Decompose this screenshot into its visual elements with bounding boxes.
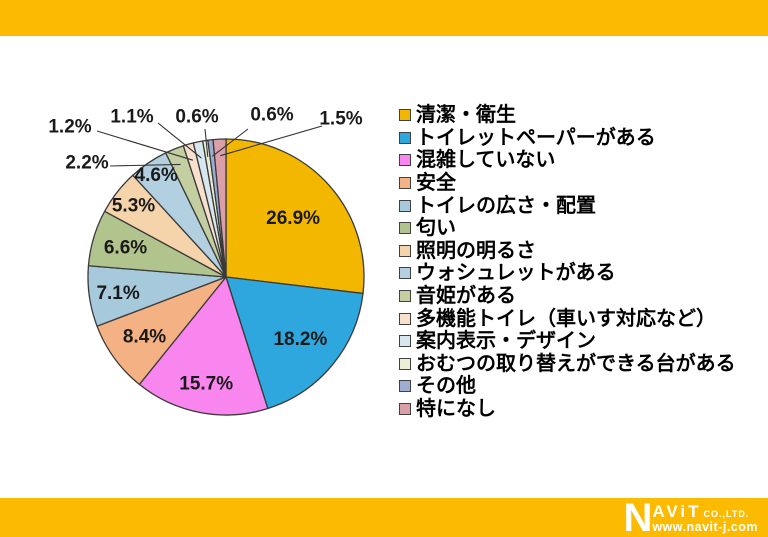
legend-item: おむつの取り替えができる台がある — [399, 353, 736, 376]
legend-label: 案内表示・デザイン — [416, 330, 596, 353]
label-leader-line — [220, 125, 323, 157]
pie-percent-label: 6.6% — [104, 238, 147, 259]
pie-chart-svg: 26.9% 18.2% 15.7% 8.4% 7.1% 6.6% 5.3% 4.6% 2.2% 1… — [48, 105, 365, 416]
pie-slice — [212, 138, 227, 278]
legend-swatch — [399, 199, 411, 212]
legend-swatch — [399, 244, 411, 257]
legend-swatch — [399, 131, 411, 144]
pie-percent-label: 4.6% — [135, 165, 178, 186]
logo-avit-text: AViT — [652, 501, 702, 521]
legend-item: 匂い — [399, 217, 736, 240]
pie-slice — [138, 276, 269, 416]
legend-item: 安全 — [399, 172, 736, 195]
pie-percent-label: 8.4% — [123, 327, 166, 348]
top-accent-band — [0, 0, 768, 36]
pie-slice — [225, 276, 364, 410]
legend-item: ウォシュレットがある — [399, 262, 736, 285]
label-leader-line — [204, 128, 209, 157]
legend-item: 多機能トイレ（車いす対応など） — [399, 307, 736, 330]
legend-swatch — [399, 109, 411, 122]
legend-swatch — [399, 154, 411, 167]
legend-item: 案内表示・デザイン — [399, 330, 736, 353]
pie-percent-label: 18.2% — [273, 329, 327, 350]
label-leader-line — [211, 128, 249, 157]
legend-item: 清潔・衛生 — [399, 104, 736, 127]
pie-percent-label: 1.5% — [319, 109, 362, 130]
legend-label: おむつの取り替えができる台がある — [416, 352, 736, 375]
legend-item: 混雑していない — [399, 149, 736, 172]
legend-swatch — [399, 335, 411, 348]
legend-swatch — [399, 290, 411, 303]
label-leader-line — [109, 163, 181, 167]
legend-item: トイレットペーパーがある — [399, 127, 736, 150]
logo-co-ltd-text: CO.,LTD. — [703, 508, 750, 519]
logo-text-block: AViT CO.,LTD. www.navit-j.com — [652, 503, 758, 534]
legend-label: 混雑していない — [416, 149, 556, 172]
legend-label: トイレの広さ・配置 — [416, 194, 596, 217]
legend-swatch — [399, 403, 411, 416]
legend-label: 音姫がある — [416, 285, 516, 308]
legend-label: 安全 — [416, 172, 456, 195]
legend-label: 匂い — [416, 217, 456, 240]
legend-swatch — [399, 357, 411, 370]
legend-swatch — [399, 267, 411, 280]
legend-swatch — [399, 312, 411, 325]
label-leader-line — [96, 130, 194, 161]
logo-letter-n: N — [623, 495, 652, 537]
pie-percent-label: 15.7% — [179, 373, 233, 394]
label-leader-line — [157, 122, 202, 159]
pie-percent-label: 2.2% — [65, 153, 108, 174]
legend-item: 照明の明るさ — [399, 240, 736, 263]
legend-item: 音姫がある — [399, 285, 736, 308]
pie-percent-label: 0.6% — [250, 105, 293, 126]
legend-swatch — [399, 380, 411, 393]
legend-swatch — [399, 222, 411, 235]
pie-slice — [225, 138, 365, 295]
bottom-accent-band: N AViT CO.,LTD. www.navit-j.com — [0, 498, 768, 537]
legend-label: トイレットペーパーがある — [416, 126, 656, 149]
pie-percent-label: 0.6% — [175, 107, 218, 128]
legend-label: 照明の明るさ — [416, 239, 536, 262]
legend-swatch — [399, 177, 411, 190]
legend-label: 多機能トイレ（車いす対応など） — [416, 307, 716, 330]
legend-item: トイレの広さ・配置 — [399, 194, 736, 217]
legend-label: ウォシュレットがある — [416, 262, 616, 285]
pie-percent-label: 5.3% — [112, 195, 155, 216]
legend-item: 特になし — [399, 398, 736, 421]
pie-percent-label: 26.9% — [266, 208, 320, 229]
pie-percent-label: 7.1% — [96, 283, 139, 304]
legend-label: 特になし — [416, 398, 496, 421]
legend-label: その他 — [416, 375, 476, 398]
legend-item: その他 — [399, 375, 736, 398]
logo-url-text: www.navit-j.com — [652, 519, 758, 534]
legend: 清潔・衛生 トイレットペーパーがある 混雑していない 安全 トイレの広さ・配置 匂い 照明の… — [399, 104, 736, 420]
pie-percent-label: 1.1% — [110, 107, 153, 128]
legend-label: 清潔・衛生 — [416, 104, 516, 127]
pie-percent-label: 1.2% — [48, 117, 91, 138]
navit-logo: N AViT CO.,LTD. www.navit-j.com — [623, 495, 758, 537]
